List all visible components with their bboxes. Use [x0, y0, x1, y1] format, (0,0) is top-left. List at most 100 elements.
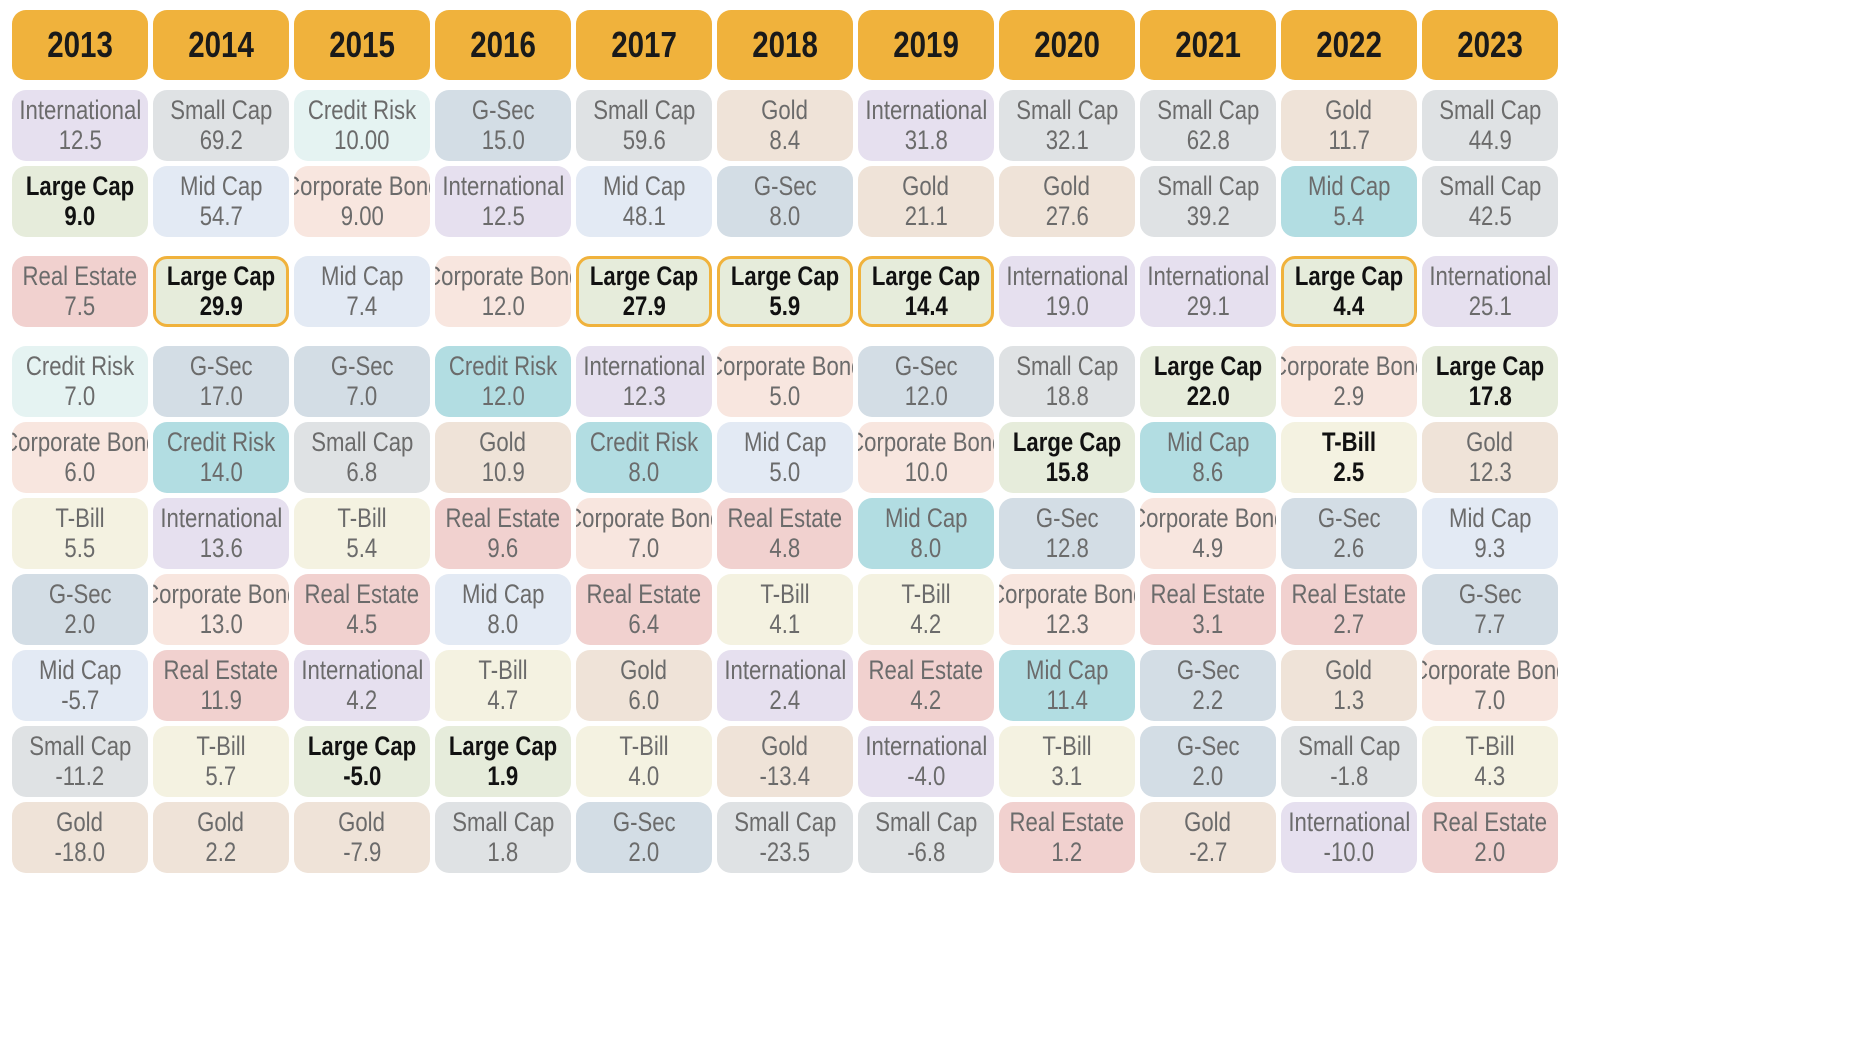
asset-name: Credit Risk — [25, 350, 135, 381]
return-value: 27.9 — [622, 290, 666, 321]
return-value: 12.5 — [58, 124, 102, 155]
asset-name: G-Sec — [1176, 730, 1240, 761]
return-value: -5.7 — [60, 684, 100, 715]
cell-2017-gold: Gold 6.0 — [576, 650, 712, 721]
cell-2023-mid-cap: Mid Cap 9.3 — [1422, 498, 1558, 569]
return-value: 17.8 — [1468, 380, 1512, 411]
cell-2017-g-sec: G-Sec 2.0 — [576, 802, 712, 873]
return-value: 4.3 — [1474, 760, 1506, 791]
asset-name: Real Estate — [22, 260, 138, 291]
cell-2018-gold: Gold -13.4 — [717, 726, 853, 797]
cell-2017-real-estate: Real Estate 6.4 — [576, 574, 712, 645]
asset-name: Real Estate — [445, 502, 561, 533]
cell-2015-international: International 4.2 — [294, 650, 430, 721]
return-value: 5.4 — [346, 532, 378, 563]
asset-name: International — [1288, 806, 1410, 837]
cell-2019-international: International 31.8 — [858, 90, 994, 161]
cell-2015-gold: Gold -7.9 — [294, 802, 430, 873]
asset-name: Real Estate — [1009, 806, 1125, 837]
return-value: 1.9 — [487, 760, 519, 791]
asset-name: T-Bill — [901, 578, 951, 609]
cell-2013-real-estate: Real Estate 7.5 — [12, 256, 148, 327]
cell-2023-real-estate: Real Estate 2.0 — [1422, 802, 1558, 873]
asset-name: Real Estate — [868, 654, 984, 685]
cell-2019-real-estate: Real Estate 4.2 — [858, 650, 994, 721]
cell-2014-mid-cap: Mid Cap 54.7 — [153, 166, 289, 237]
return-value: 1.2 — [1051, 836, 1083, 867]
asset-name: Mid Cap — [1448, 502, 1532, 533]
cell-2021-g-sec: G-Sec 2.2 — [1140, 650, 1276, 721]
asset-name: Gold — [761, 730, 809, 761]
cell-2017-small-cap: Small Cap 59.6 — [576, 90, 712, 161]
asset-name: International — [1429, 260, 1551, 291]
cell-2019-corporate-bond: Corporate Bond10.0 — [858, 422, 994, 493]
return-value: 4.4 — [1333, 290, 1365, 321]
asset-name: Small Cap — [28, 730, 132, 761]
return-value: 12.5 — [481, 200, 525, 231]
cell-2021-corporate-bond: Corporate Bond4.9 — [1140, 498, 1276, 569]
cell-2018-t-bill: T-Bill 4.1 — [717, 574, 853, 645]
cell-2014-t-bill: T-Bill 5.7 — [153, 726, 289, 797]
return-value: 4.9 — [1192, 532, 1224, 563]
cell-2014-credit-risk: Credit Risk 14.0 — [153, 422, 289, 493]
asset-name: Small Cap — [1015, 94, 1119, 125]
return-value: 7.0 — [628, 532, 660, 563]
return-value: 11.4 — [1046, 684, 1088, 715]
cell-2018-corporate-bond: Corporate Bond5.0 — [717, 346, 853, 417]
asset-name: Large Cap — [166, 260, 276, 291]
cell-2022-small-cap: Small Cap -1.8 — [1281, 726, 1417, 797]
asset-name: Small Cap — [874, 806, 978, 837]
asset-name: Real Estate — [1432, 806, 1548, 837]
cell-2022-international: International -10.0 — [1281, 802, 1417, 873]
asset-name: Gold — [197, 806, 245, 837]
return-value: 48.1 — [622, 200, 666, 231]
asset-name: Small Cap — [1156, 170, 1260, 201]
asset-name: Corporate Bond — [1422, 654, 1558, 685]
asset-name: Corporate Bond — [294, 170, 430, 201]
cell-2022-large-cap: Large Cap 4.4 — [1281, 256, 1417, 327]
return-value: 42.5 — [1468, 200, 1512, 231]
cell-2021-small-cap: Small Cap 62.8 — [1140, 90, 1276, 161]
return-value: 9.3 — [1474, 532, 1506, 563]
return-value: -7.9 — [342, 836, 382, 867]
return-value: 4.5 — [346, 608, 378, 639]
year-header-2013: 2013 — [12, 10, 148, 80]
cell-2018-gold: Gold 8.4 — [717, 90, 853, 161]
asset-name: Gold — [1184, 806, 1232, 837]
return-value: 29.1 — [1186, 290, 1230, 321]
return-value: 12.0 — [904, 380, 948, 411]
return-value: 7.5 — [64, 290, 96, 321]
cell-2018-mid-cap: Mid Cap 5.0 — [717, 422, 853, 493]
asset-name: T-Bill — [1321, 426, 1377, 457]
cell-2014-corporate-bond: Corporate Bond13.0 — [153, 574, 289, 645]
year-header-2022: 2022 — [1281, 10, 1417, 80]
return-value: 13.0 — [199, 608, 243, 639]
cell-2021-mid-cap: Mid Cap 8.6 — [1140, 422, 1276, 493]
return-value: 3.1 — [1051, 760, 1083, 791]
return-value: 8.0 — [628, 456, 660, 487]
cell-2014-large-cap: Large Cap 29.9 — [153, 256, 289, 327]
asset-name: International — [301, 654, 423, 685]
return-value: 2.6 — [1333, 532, 1365, 563]
asset-name: Mid Cap — [320, 260, 404, 291]
asset-name: G-Sec — [189, 350, 253, 381]
return-value: 12.3 — [1468, 456, 1512, 487]
cell-2022-g-sec: G-Sec 2.6 — [1281, 498, 1417, 569]
cell-2013-small-cap: Small Cap -11.2 — [12, 726, 148, 797]
cell-2013-g-sec: G-Sec 2.0 — [12, 574, 148, 645]
return-value: 11.7 — [1328, 124, 1370, 155]
cell-2016-international: International 12.5 — [435, 166, 571, 237]
return-value: 14.0 — [199, 456, 243, 487]
cell-2021-international: International 29.1 — [1140, 256, 1276, 327]
cell-2021-small-cap: Small Cap 39.2 — [1140, 166, 1276, 237]
asset-name: Gold — [479, 426, 527, 457]
asset-name: Corporate Bond — [576, 502, 712, 533]
asset-name: G-Sec — [753, 170, 817, 201]
asset-name: International — [865, 94, 987, 125]
cell-2015-g-sec: G-Sec 7.0 — [294, 346, 430, 417]
return-value: 9.0 — [64, 200, 96, 231]
return-value: 4.2 — [910, 684, 942, 715]
asset-name: G-Sec — [894, 350, 958, 381]
return-value: 15.0 — [481, 124, 525, 155]
